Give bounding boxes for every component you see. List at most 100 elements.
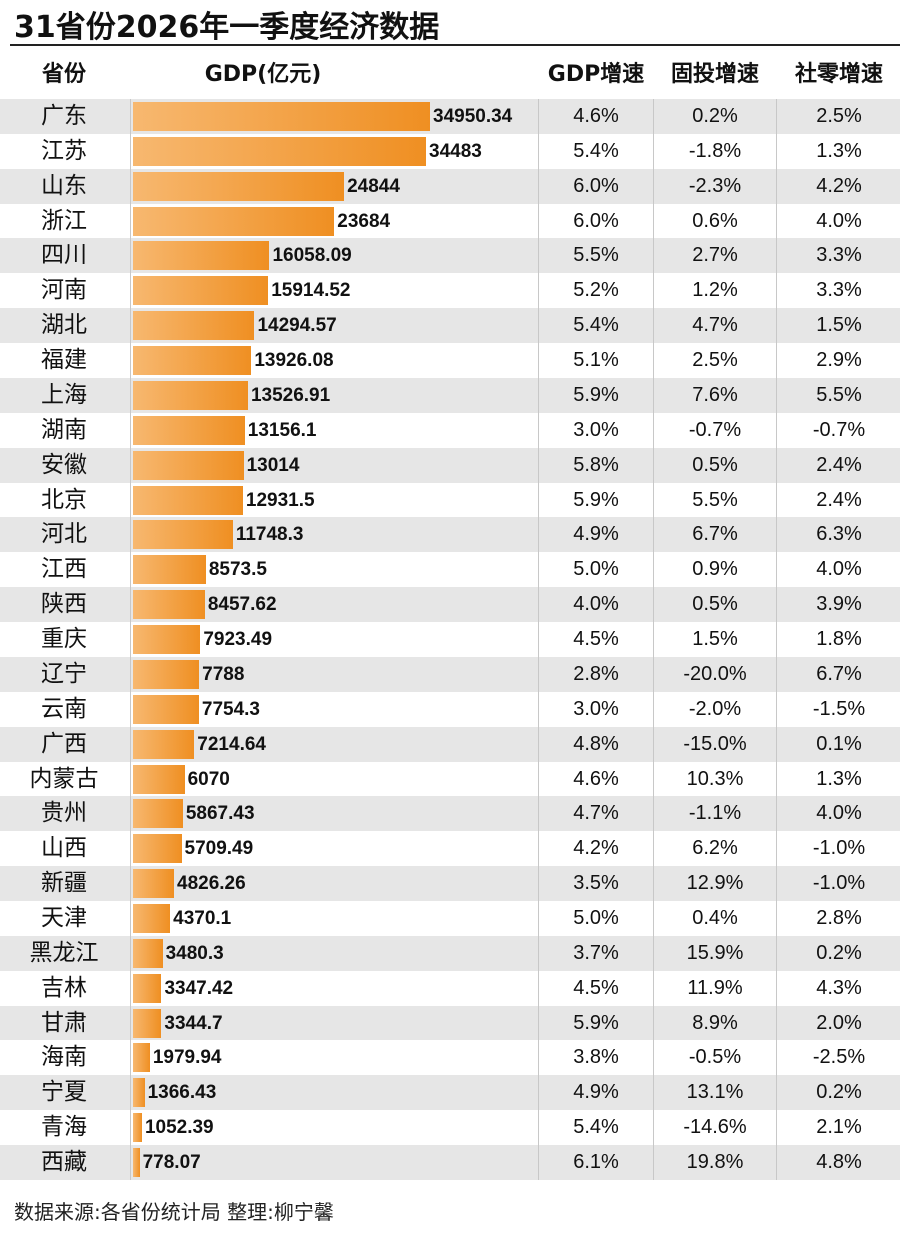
retail-growth-cell: -1.0% [812, 837, 866, 860]
investment-growth-cell: 2.5% [692, 349, 738, 372]
gdp-growth-cell: 4.5% [573, 976, 619, 999]
gdp-growth-cell: 2.8% [573, 662, 619, 685]
gdp-bar [133, 450, 244, 480]
source-note: 数据来源:各省份统计局 整理:柳宁馨 [14, 1200, 334, 1224]
gdp-value-label: 1366.43 [147, 1082, 217, 1104]
retail-growth-cell: 4.8% [816, 1151, 862, 1174]
investment-growth-cell: 0.4% [692, 907, 738, 929]
table-row: 湖南 13156.1 3.0% -0.7% -0.7% [0, 412, 900, 448]
header-province: 省份 [41, 62, 86, 87]
gdp-bar [133, 1008, 162, 1038]
gdp-growth-cell: 4.9% [573, 1081, 619, 1104]
gdp-growth-cell: 5.4% [573, 139, 619, 162]
retail-growth-cell: 4.2% [816, 174, 862, 197]
gdp-growth-cell: 5.0% [573, 558, 619, 581]
table-row: 云南 7754.3 3.0% -2.0% -1.5% [0, 691, 900, 727]
table-row: 贵州 5867.43 4.7% -1.1% 4.0% [0, 796, 900, 832]
retail-growth-cell: 0.2% [816, 941, 862, 964]
gdp-value-label: 12931.5 [245, 489, 315, 511]
retail-growth-cell: 4.0% [816, 209, 862, 232]
province-name: 安徽 [41, 451, 87, 478]
investment-growth-cell: 1.5% [692, 628, 738, 651]
investment-growth-cell: 7.6% [692, 383, 738, 406]
header-investment-growth: 固投增速 [670, 62, 759, 87]
gdp-value-label: 13526.91 [250, 384, 331, 406]
header-gdp: GDP(亿元) [204, 62, 322, 87]
investment-growth-cell: 0.6% [692, 209, 738, 232]
province-name: 西藏 [41, 1149, 87, 1176]
investment-growth-cell: 10.3% [686, 767, 744, 790]
gdp-bar [133, 799, 183, 829]
table-row: 江苏 34483 5.4% -1.8% 1.3% [0, 133, 900, 169]
retail-growth-cell: 0.2% [816, 1081, 862, 1104]
gdp-value-label: 7923.49 [203, 629, 273, 651]
table-row: 浙江 23684 6.0% 0.6% 4.0% [0, 203, 900, 239]
gdp-value-label: 13156.1 [247, 419, 317, 441]
investment-growth-cell: 6.7% [692, 523, 738, 546]
table-row: 西藏 778.07 6.1% 19.8% 4.8% [0, 1145, 900, 1181]
retail-growth-cell: 2.8% [816, 907, 862, 929]
table-row: 青海 1052.39 5.4% -14.6% 2.1% [0, 1110, 900, 1146]
title-rule [10, 44, 900, 46]
gdp-growth-cell: 4.2% [573, 837, 619, 860]
gdp-value-label: 7754.3 [201, 698, 261, 720]
gdp-growth-cell: 3.8% [573, 1046, 619, 1069]
gdp-growth-cell: 4.7% [573, 802, 619, 825]
table-row: 江西 8573.5 5.0% 0.9% 4.0% [0, 552, 900, 588]
gdp-bar [133, 276, 269, 306]
gdp-bar [133, 659, 200, 689]
retail-growth-cell: 6.3% [816, 523, 862, 546]
province-name: 贵州 [41, 800, 87, 827]
table-row: 上海 13526.91 5.9% 7.6% 5.5% [0, 377, 900, 413]
retail-growth-cell: -1.0% [812, 872, 866, 895]
investment-growth-cell: 0.2% [692, 105, 738, 127]
gdp-bar [133, 694, 199, 724]
province-name: 天津 [41, 905, 87, 931]
gdp-bar [133, 1078, 145, 1108]
investment-growth-cell: 19.8% [686, 1151, 744, 1174]
investment-growth-cell: -2.0% [688, 697, 742, 720]
gdp-bar [133, 136, 427, 166]
table-row: 北京 12931.5 5.9% 5.5% 2.4% [0, 482, 900, 518]
gdp-value-label: 1979.94 [152, 1047, 222, 1069]
investment-growth-cell: 11.9% [687, 976, 743, 999]
gdp-bar [133, 415, 245, 445]
retail-growth-cell: 2.9% [816, 349, 862, 372]
table-row: 吉林 3347.42 4.5% 11.9% 4.3% [0, 970, 900, 1006]
retail-growth-cell: 3.9% [816, 593, 862, 616]
gdp-value-label: 8457.62 [207, 594, 277, 616]
gdp-value-label: 778.07 [142, 1152, 201, 1174]
province-name: 山西 [41, 835, 87, 862]
province-name: 宁夏 [41, 1079, 87, 1106]
gdp-bar [133, 764, 185, 794]
gdp-value-label: 13926.08 [254, 350, 334, 372]
gdp-growth-cell: 6.1% [573, 1151, 619, 1174]
retail-growth-cell: 1.5% [816, 314, 862, 337]
table-row: 河南 15914.52 5.2% 1.2% 3.3% [0, 273, 900, 309]
gdp-bar [133, 1043, 150, 1073]
province-name: 陕西 [41, 591, 87, 618]
province-name: 重庆 [41, 626, 87, 653]
gdp-value-label: 14294.57 [257, 315, 337, 337]
column-divider [538, 99, 539, 1180]
investment-growth-cell: -0.5% [688, 1046, 742, 1069]
gdp-value-label: 34483 [429, 140, 482, 162]
gdp-bar [133, 904, 171, 933]
province-name: 黑龙江 [29, 939, 99, 966]
table-row: 内蒙古 6070 4.6% 10.3% 1.3% [0, 761, 900, 797]
investment-growth-cell: -20.0% [683, 662, 747, 685]
retail-growth-cell: 1.3% [816, 139, 862, 162]
investment-growth-cell: 8.9% [692, 1011, 738, 1034]
gdp-value-label: 5709.49 [184, 838, 254, 860]
investment-growth-cell: -0.7% [688, 418, 742, 441]
gdp-value-label: 3344.7 [164, 1012, 223, 1034]
table-row: 甘肃 3344.7 5.9% 8.9% 2.0% [0, 1005, 900, 1041]
gdp-bar [133, 380, 248, 410]
retail-growth-cell: 2.5% [816, 105, 862, 127]
retail-growth-cell: 2.4% [816, 488, 862, 511]
gdp-growth-cell: 5.2% [573, 279, 619, 302]
gdp-bar [133, 590, 205, 620]
gdp-value-label: 5867.43 [185, 803, 255, 825]
retail-growth-cell: 6.7% [816, 662, 862, 685]
gdp-growth-cell: 3.0% [573, 697, 619, 720]
